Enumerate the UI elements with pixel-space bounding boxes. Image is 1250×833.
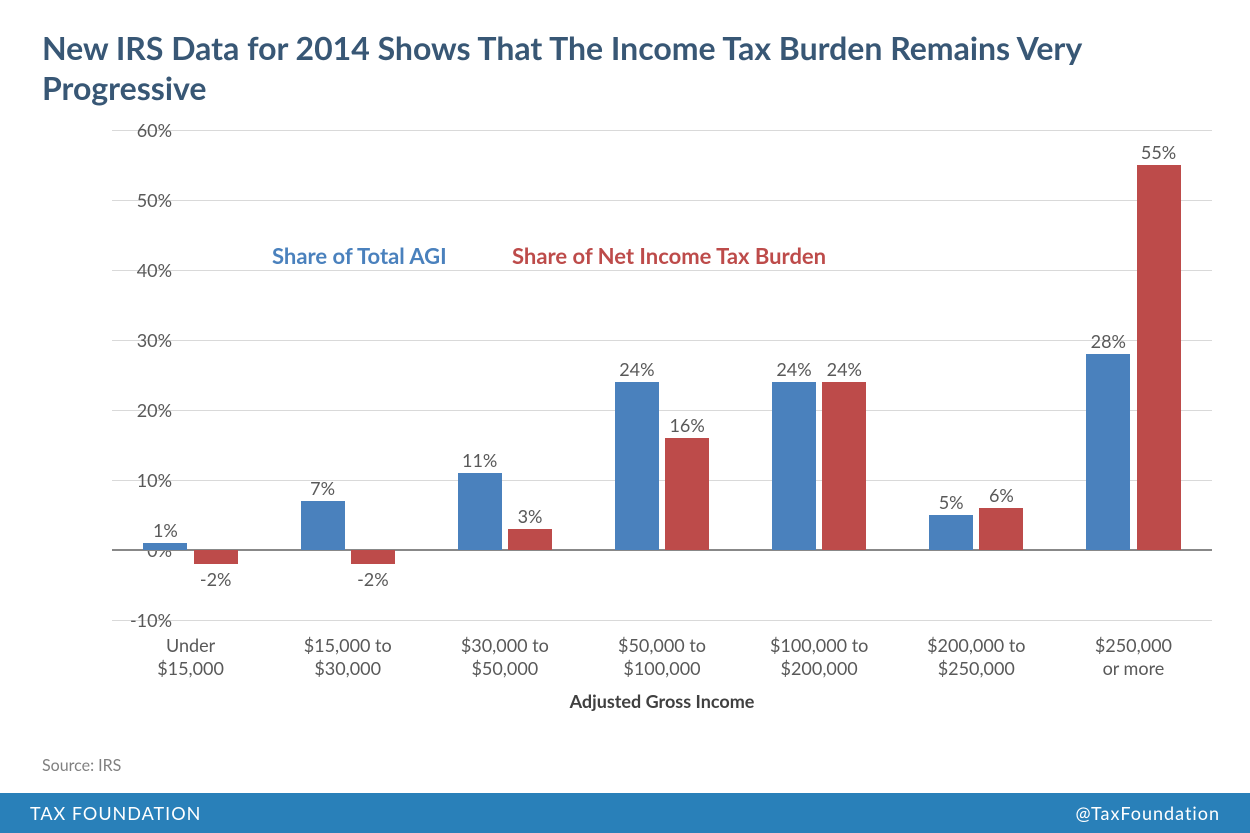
bar bbox=[929, 515, 973, 550]
x-axis-label: Adjusted Gross Income bbox=[112, 690, 1212, 712]
x-tick-label: $200,000 to $250,000 bbox=[927, 634, 1025, 681]
gridline bbox=[112, 620, 1212, 621]
footer-bar: TAX FOUNDATION @TaxFoundation bbox=[0, 793, 1250, 833]
y-tick-label: 10% bbox=[92, 469, 172, 491]
bar-value-label: 11% bbox=[462, 449, 497, 471]
y-tick-label: 20% bbox=[92, 399, 172, 421]
bar bbox=[1086, 354, 1130, 550]
bar bbox=[615, 382, 659, 550]
bar-value-label: 7% bbox=[310, 477, 335, 499]
bar bbox=[772, 382, 816, 550]
bar-value-label: -2% bbox=[357, 568, 389, 590]
y-tick-label: 50% bbox=[92, 189, 172, 211]
x-tick-label: $50,000 to $100,000 bbox=[618, 634, 706, 681]
bar-value-label: 16% bbox=[669, 414, 704, 436]
bar bbox=[508, 529, 552, 550]
gridline bbox=[112, 270, 1212, 271]
bar-value-label: 28% bbox=[1091, 330, 1126, 352]
chart-area: -10%0%10%20%30%40%50%60%1%-2%Under $15,0… bbox=[42, 130, 1212, 690]
bar-value-label: 55% bbox=[1141, 141, 1176, 163]
bar bbox=[351, 550, 395, 564]
bar bbox=[143, 543, 187, 550]
y-tick-label: 30% bbox=[92, 329, 172, 351]
bar bbox=[458, 473, 502, 550]
bar bbox=[194, 550, 238, 564]
gridline bbox=[112, 200, 1212, 201]
bar-value-label: 6% bbox=[989, 484, 1014, 506]
chart-container: New IRS Data for 2014 Shows That The Inc… bbox=[0, 0, 1250, 833]
gridline bbox=[112, 130, 1212, 131]
gridline bbox=[112, 340, 1212, 341]
source-text: Source: IRS bbox=[42, 756, 121, 775]
bar-value-label: 1% bbox=[153, 519, 178, 541]
bar-value-label: 24% bbox=[776, 358, 811, 380]
legend-series-1: Share of Total AGI bbox=[272, 242, 447, 269]
bar bbox=[665, 438, 709, 550]
y-tick-label: -10% bbox=[92, 609, 172, 631]
x-tick-label: $30,000 to $50,000 bbox=[461, 634, 549, 681]
bar-value-label: 5% bbox=[939, 491, 964, 513]
bar bbox=[301, 501, 345, 550]
zero-line bbox=[112, 549, 1212, 551]
bar-value-label: -2% bbox=[200, 568, 232, 590]
x-tick-label: $100,000 to $200,000 bbox=[770, 634, 868, 681]
y-tick-label: 40% bbox=[92, 259, 172, 281]
footer-handle: @TaxFoundation bbox=[1075, 802, 1220, 824]
x-tick-label: Under $15,000 bbox=[157, 634, 224, 681]
bar bbox=[1137, 165, 1181, 550]
chart-title: New IRS Data for 2014 Shows That The Inc… bbox=[42, 28, 1250, 108]
x-tick-label: $250,000 or more bbox=[1095, 634, 1172, 681]
y-tick-label: 60% bbox=[92, 119, 172, 141]
legend-series-2: Share of Net Income Tax Burden bbox=[512, 242, 826, 269]
bar-value-label: 24% bbox=[619, 358, 654, 380]
gridline bbox=[112, 480, 1212, 481]
plot-area: -10%0%10%20%30%40%50%60%1%-2%Under $15,0… bbox=[112, 130, 1212, 620]
bar-value-label: 3% bbox=[518, 505, 543, 527]
gridline bbox=[112, 410, 1212, 411]
footer-brand: TAX FOUNDATION bbox=[30, 802, 201, 824]
bar bbox=[979, 508, 1023, 550]
bar bbox=[822, 382, 866, 550]
x-tick-label: $15,000 to $30,000 bbox=[304, 634, 392, 681]
bar-value-label: 24% bbox=[827, 358, 862, 380]
